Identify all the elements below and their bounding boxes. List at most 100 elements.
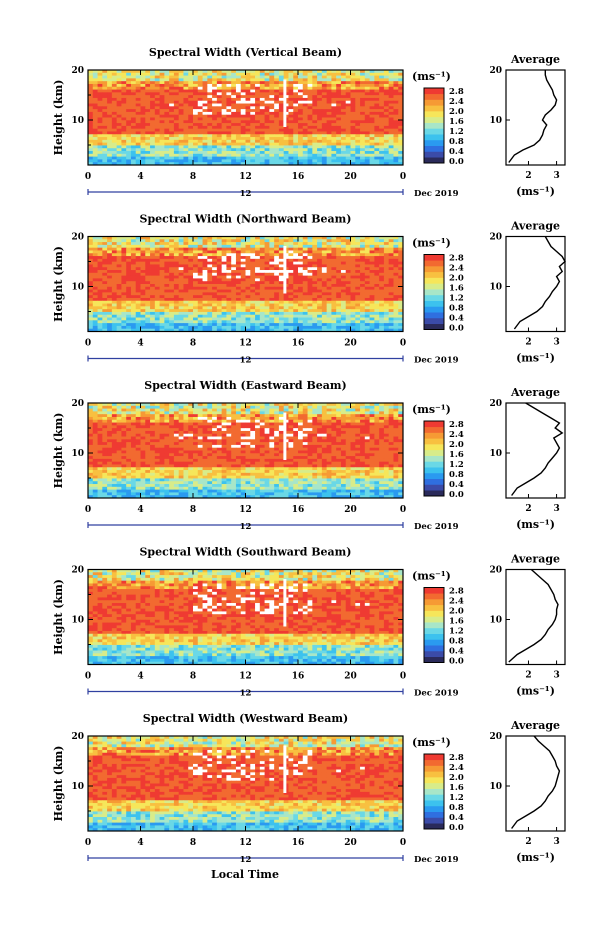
heatmap-cell <box>121 81 127 85</box>
heatmap-cell <box>150 83 156 88</box>
heatmap-cell <box>364 95 370 99</box>
heatmap-cell <box>326 281 332 285</box>
heatmap-cell <box>150 295 156 299</box>
heatmap-cell <box>240 159 246 163</box>
heatmap-cell <box>121 323 127 327</box>
heatmap-cell <box>121 236 127 240</box>
heatmap-cell <box>379 156 385 160</box>
heatmap-cell <box>193 100 199 104</box>
heatmap-cell <box>355 297 361 302</box>
heatmap-cell <box>135 408 141 412</box>
heatmap-cell <box>345 320 351 324</box>
heatmap-cell <box>312 250 318 254</box>
heatmap-cell <box>388 106 394 110</box>
heatmap-cell <box>383 100 390 104</box>
heatmap-cell <box>164 145 170 149</box>
heatmap-cell <box>107 292 113 296</box>
heatmap-cell <box>188 142 194 146</box>
heatmap-cell <box>107 311 113 316</box>
heatmap-cell <box>340 300 347 304</box>
heatmap-cell <box>383 247 390 251</box>
heatmap-cell <box>240 295 246 299</box>
heatmap-cell <box>274 70 280 74</box>
heatmap-cell <box>364 162 370 166</box>
heatmap-cell <box>264 92 270 96</box>
heatmap-cell <box>269 405 275 409</box>
heatmap-cell <box>130 239 137 243</box>
heatmap-cell <box>164 320 170 324</box>
heatmap-cell <box>336 275 342 279</box>
heatmap-cell <box>221 78 227 82</box>
heatmap-cell <box>250 139 256 144</box>
heatmap-cell <box>107 317 113 321</box>
heatmap-cell <box>398 145 404 149</box>
heatmap-cell <box>145 414 151 418</box>
heatmap-cell <box>173 239 180 243</box>
heatmap-cell <box>269 86 275 90</box>
heatmap-cell <box>331 297 337 302</box>
heatmap-cell <box>379 264 385 268</box>
heatmap-cell <box>398 114 404 118</box>
heatmap-cell <box>345 70 351 74</box>
heatmap-cell <box>298 328 304 332</box>
heatmap-cell <box>398 134 404 138</box>
heatmap-cell <box>345 142 351 146</box>
heatmap-cell <box>235 159 242 163</box>
heatmap-cell <box>326 83 332 88</box>
average-x-tick-label: 3 <box>553 338 559 348</box>
heatmap-cell <box>278 106 285 110</box>
heatmap-cell <box>140 153 146 158</box>
heatmap-cell <box>264 408 270 412</box>
heatmap-cell <box>350 142 356 146</box>
heatmap-cell <box>374 267 380 271</box>
heatmap-cell <box>355 275 361 279</box>
heatmap-cell <box>178 247 184 251</box>
heatmap-cell <box>231 309 237 313</box>
heatmap-cell <box>379 323 385 327</box>
heatmap-cell <box>388 89 394 93</box>
heatmap-cell <box>178 314 184 318</box>
heatmap-cell <box>345 97 351 102</box>
heatmap-cell <box>393 236 399 240</box>
heatmap-cell <box>111 120 118 124</box>
heatmap-cell <box>188 70 194 74</box>
heatmap-cell <box>216 148 223 152</box>
heatmap-cell <box>307 414 313 418</box>
heatmap-cell <box>250 162 256 166</box>
heatmap-cell <box>393 95 399 99</box>
heatmap-cell <box>245 97 251 102</box>
heatmap-cell <box>121 92 127 96</box>
heatmap-cell <box>159 306 165 310</box>
heatmap-cell <box>221 328 227 332</box>
heatmap-cell <box>288 117 294 121</box>
heatmap-cell <box>202 153 208 158</box>
heatmap-cell <box>388 242 394 246</box>
heatmap-cell <box>264 134 270 138</box>
heatmap-cell <box>269 106 275 110</box>
heatmap-cell <box>345 111 351 116</box>
heatmap-cell <box>159 250 165 254</box>
heatmap-cell <box>169 292 175 296</box>
heatmap-cell <box>150 258 156 263</box>
heatmap-cell <box>197 325 203 330</box>
heatmap-cell <box>88 81 94 85</box>
heatmap-cell <box>293 100 299 104</box>
heatmap-cell <box>288 131 294 135</box>
heatmap-cell <box>193 256 199 260</box>
heatmap-cell <box>164 111 170 116</box>
heatmap-cell <box>255 250 261 254</box>
heatmap-cell <box>240 117 246 121</box>
heatmap-cell <box>202 137 208 141</box>
heatmap-cell <box>130 275 137 279</box>
heatmap-cell <box>278 284 285 288</box>
colorbar-swatch <box>424 300 444 307</box>
heatmap-cell <box>321 264 328 268</box>
heatmap-cell <box>88 278 94 282</box>
heatmap-cell <box>226 92 232 96</box>
heatmap-cell <box>259 306 265 310</box>
heatmap-cell <box>88 295 94 299</box>
heatmap-cell <box>345 258 351 263</box>
heatmap-cell <box>126 72 132 76</box>
colorbar-swatch <box>424 139 444 146</box>
heatmap-cell <box>212 89 218 93</box>
